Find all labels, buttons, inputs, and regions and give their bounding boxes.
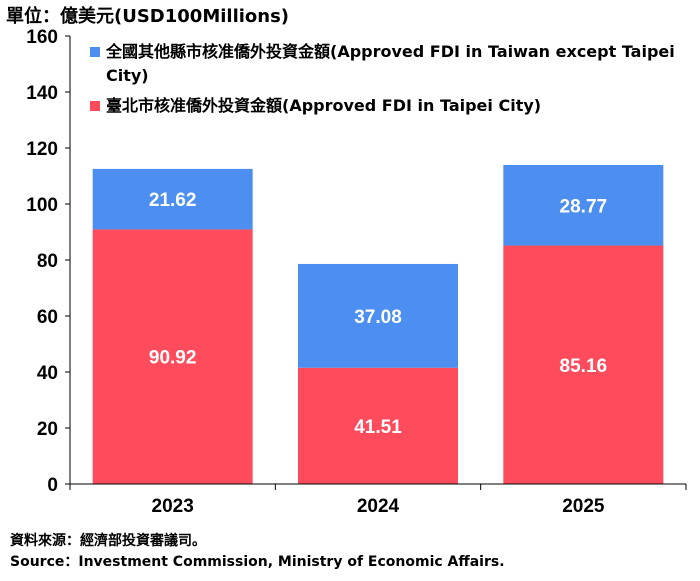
y-tick-label-140: 140: [26, 83, 58, 104]
stacked-bar-chart: 90.92 21.62 2023 41.51 37.08 2024 85.16 28.77 20…: [26, 27, 687, 517]
bar-2024-series-0: [298, 367, 458, 484]
y-tick-label-60: 60: [37, 307, 58, 328]
x-tick-label-2025: 2025: [562, 496, 605, 517]
data-label-2024-series-0: 41.51: [354, 417, 402, 438]
source-note-zh: 資料來源：經濟部投資審議司。: [10, 533, 206, 549]
data-label-2024-series-1: 37.08: [354, 307, 402, 328]
data-label-2023-series-1: 21.62: [149, 190, 197, 211]
legend-swatch-other-cities: [90, 47, 100, 57]
legend-swatch-taipei: [90, 101, 100, 111]
x-tick-label-2024: 2024: [357, 496, 400, 517]
data-label-2023-series-0: 90.92: [149, 348, 197, 369]
y-tick-label-0: 0: [47, 475, 58, 496]
data-label-2025-series-0: 85.16: [560, 356, 608, 377]
legend: 全國其他縣市核准僑外投資金額(Approved FDI in Taiwan ex…: [90, 40, 690, 118]
legend-item-other-cities: 全國其他縣市核准僑外投資金額(Approved FDI in Taiwan ex…: [90, 40, 690, 88]
source-note-en: Source：Investment Commission, Ministry o…: [10, 554, 505, 570]
y-tick-label-40: 40: [37, 363, 58, 384]
y-tick-label-80: 80: [37, 251, 58, 272]
bar-2025-series-0: [503, 245, 664, 484]
bar-2024-series-1: [298, 263, 458, 368]
legend-item-taipei: 臺北市核准僑外投資金額(Approved FDI in Taipei City): [90, 94, 690, 118]
bar-2023-series-0: [92, 229, 253, 484]
y-tick-label-20: 20: [37, 419, 58, 440]
y-tick-label-160: 160: [26, 27, 58, 48]
legend-label-taipei: 臺北市核准僑外投資金額(Approved FDI in Taipei City): [106, 96, 542, 115]
x-tick-label-2023: 2023: [152, 496, 194, 517]
y-tick-label-120: 120: [26, 139, 58, 160]
legend-label-other-cities: 全國其他縣市核准僑外投資金額(Approved FDI in Taiwan ex…: [106, 42, 675, 85]
bar-2025-series-1: [503, 164, 664, 246]
data-label-2025-series-1: 28.77: [560, 196, 608, 217]
bar-2023-series-1: [92, 168, 253, 230]
y-tick-label-100: 100: [26, 195, 58, 216]
unit-label: 單位：億美元(USD100Millions): [6, 6, 290, 27]
